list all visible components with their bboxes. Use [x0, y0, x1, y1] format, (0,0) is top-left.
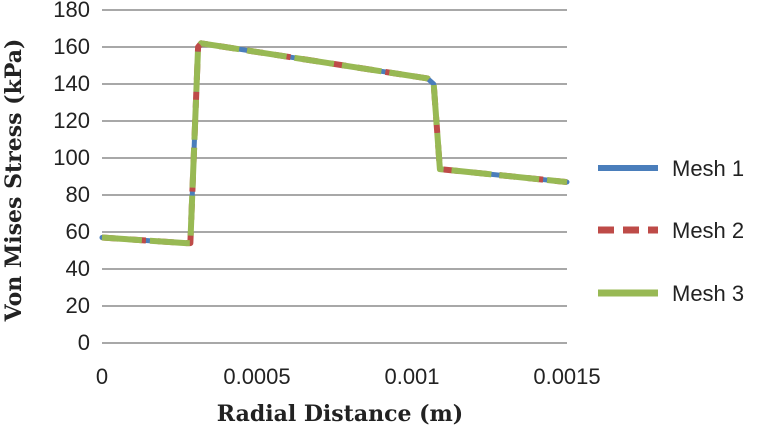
- x-tick-label: 0.0005: [223, 364, 290, 389]
- series-line-mesh-3: [101, 40, 568, 247]
- y-tick-label: 100: [53, 145, 90, 170]
- y-axis-title: Von Mises Stress (kPa): [1, 39, 27, 323]
- x-tick-label: 0.0015: [533, 364, 600, 389]
- y-tick-label: 120: [53, 108, 90, 133]
- y-tick-label: 160: [53, 34, 90, 59]
- y-tick-label: 80: [66, 182, 90, 207]
- x-tick-label: 0: [96, 364, 108, 389]
- legend-label-mesh-1: Mesh 1: [672, 156, 744, 181]
- y-tick-label: 20: [66, 293, 90, 318]
- x-tick-labels: 0 0.0005 0.001 0.0015: [96, 364, 601, 389]
- y-tick-label: 60: [66, 219, 90, 244]
- gridlines: [102, 9, 567, 344]
- legend: Mesh 1 Mesh 2 Mesh 3: [598, 156, 744, 306]
- y-tick-labels: 0 20 40 60 80 100 120 140 160 180: [53, 0, 90, 355]
- series-line-mesh-2: [101, 40, 568, 247]
- legend-label-mesh-2: Mesh 2: [672, 218, 744, 243]
- x-axis-title: Radial Distance (m): [217, 401, 463, 427]
- series-layer: [99, 40, 570, 247]
- y-tick-label: 40: [66, 256, 90, 281]
- y-tick-label: 180: [53, 0, 90, 22]
- x-tick-label: 0.001: [384, 364, 439, 389]
- y-tick-label: 140: [53, 71, 90, 96]
- y-tick-label: 0: [78, 330, 90, 355]
- series-line-mesh-1: [99, 40, 570, 246]
- legend-label-mesh-3: Mesh 3: [672, 281, 744, 306]
